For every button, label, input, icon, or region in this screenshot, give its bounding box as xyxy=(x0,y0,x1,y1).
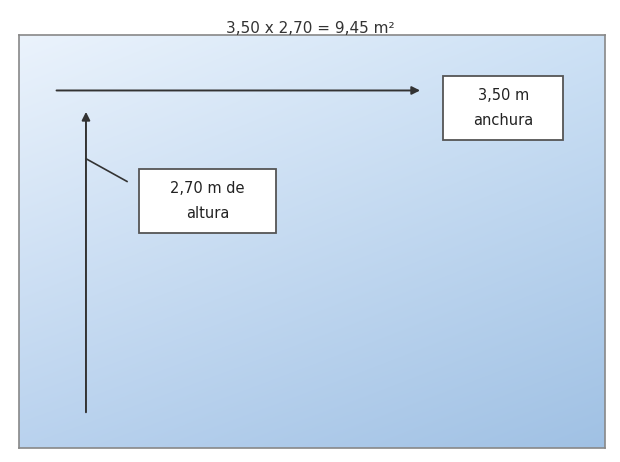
FancyBboxPatch shape xyxy=(139,169,277,233)
Text: 2,70 m de
altura: 2,70 m de altura xyxy=(170,181,245,221)
Text: 3,50 x 2,70 = 9,45 m²: 3,50 x 2,70 = 9,45 m² xyxy=(226,21,394,36)
Text: 3,50 m
anchura: 3,50 m anchura xyxy=(473,88,534,128)
FancyBboxPatch shape xyxy=(443,76,564,140)
